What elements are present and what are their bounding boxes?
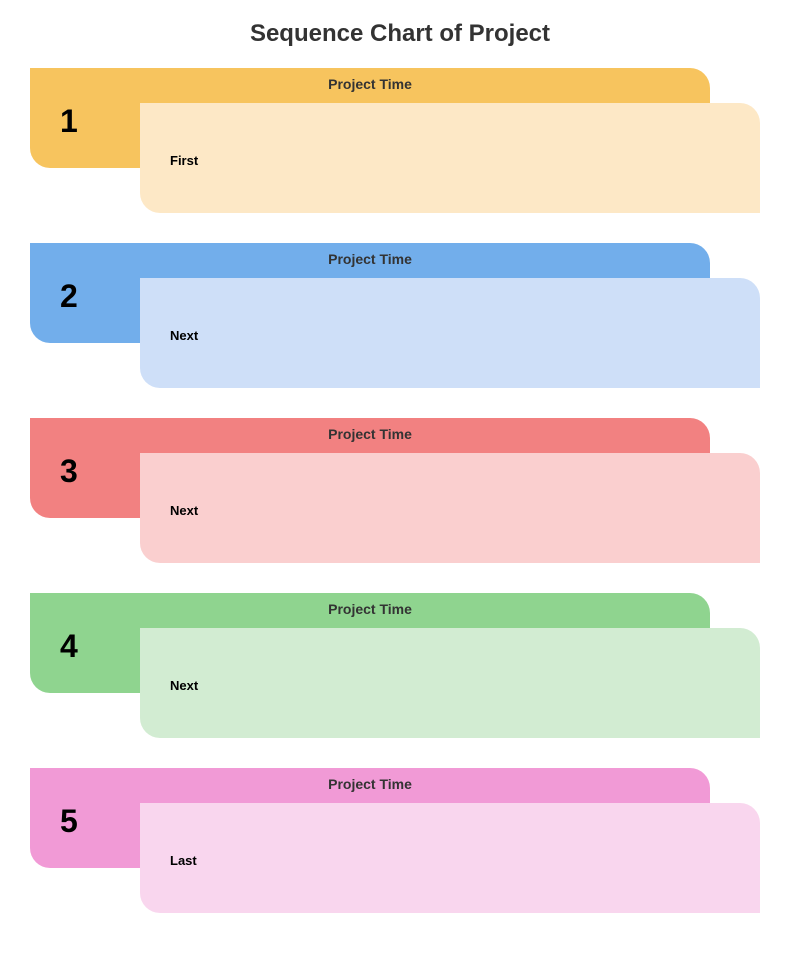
chart-title: Sequence Chart of Project: [30, 20, 770, 48]
step-front-panel: Next: [140, 453, 760, 563]
step-body-label: Next: [170, 678, 730, 693]
step-2: Project Time 2 Next: [30, 243, 770, 388]
step-header-label: Project Time: [30, 426, 710, 442]
step-5: Project Time 5 Last: [30, 768, 770, 913]
step-body-label: Next: [170, 503, 730, 518]
step-front-panel: Next: [140, 628, 760, 738]
step-header-label: Project Time: [30, 776, 710, 792]
step-front-panel: First: [140, 103, 760, 213]
step-number: 3: [60, 453, 78, 490]
step-header-label: Project Time: [30, 76, 710, 92]
step-body-label: Next: [170, 328, 730, 343]
step-number: 5: [60, 803, 78, 840]
step-3: Project Time 3 Next: [30, 418, 770, 563]
step-body-label: First: [170, 153, 730, 168]
step-1: Project Time 1 First: [30, 68, 770, 213]
step-header-label: Project Time: [30, 601, 710, 617]
step-number: 2: [60, 278, 78, 315]
step-body-label: Last: [170, 853, 730, 868]
step-front-panel: Next: [140, 278, 760, 388]
step-number: 1: [60, 103, 78, 140]
step-header-label: Project Time: [30, 251, 710, 267]
step-4: Project Time 4 Next: [30, 593, 770, 738]
step-front-panel: Last: [140, 803, 760, 913]
step-number: 4: [60, 628, 78, 665]
steps-container: Project Time 1 First Project Time 2 Next…: [30, 68, 770, 913]
